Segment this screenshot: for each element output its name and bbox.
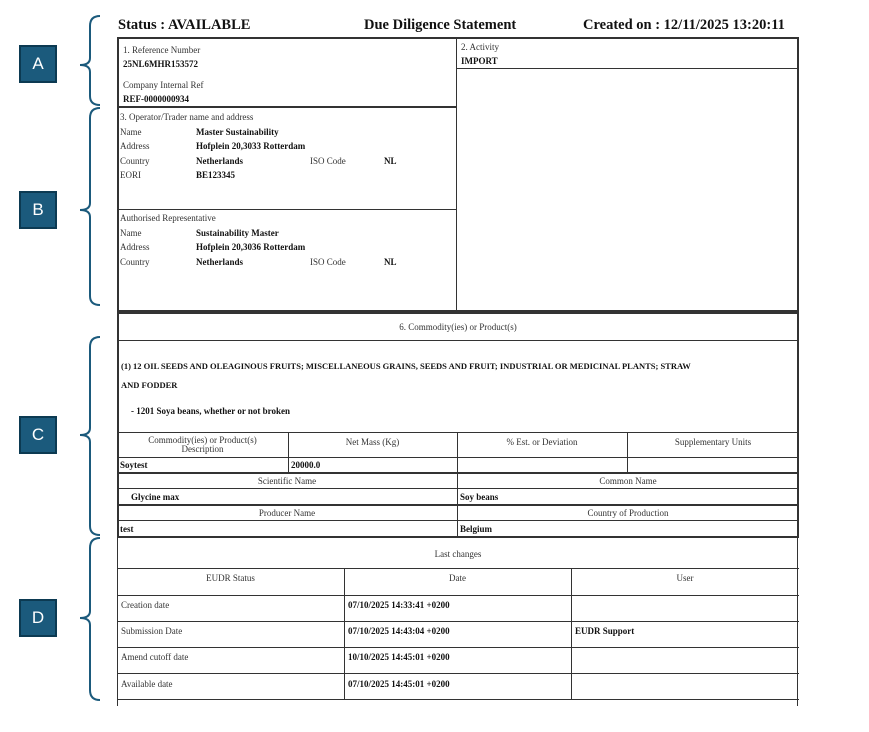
divider: [456, 37, 457, 312]
commodity-heading-line1: (1) 12 OIL SEEDS AND OLEAGINOUS FRUITS; …: [121, 361, 691, 371]
operator-name: Master Sustainability: [196, 127, 279, 137]
brace-icons: [79, 15, 101, 701]
common-value: Soy beans: [460, 492, 499, 502]
row-status: Available date: [121, 679, 173, 689]
divider: [117, 432, 799, 433]
section-label-c: C: [19, 416, 57, 454]
document-title: Due Diligence Statement: [364, 17, 517, 33]
producer-label: Producer Name: [258, 508, 316, 518]
divider: [117, 699, 799, 700]
description-value: Soytest: [120, 460, 148, 470]
rep-address: Hofplein 20,3036 Rotterdam: [196, 242, 306, 252]
row-status: Creation date: [121, 600, 170, 610]
country-production-label: Country of Production: [587, 508, 669, 518]
top-section: [117, 37, 799, 312]
divider: [456, 68, 799, 69]
divider: [117, 209, 457, 210]
divider: [627, 432, 628, 472]
operator-address: Hofplein 20,3033 Rotterdam: [196, 141, 306, 151]
commodity-sub: - 1201 Soya beans, whether or not broken: [131, 406, 291, 416]
scientific-label: Scientific Name: [257, 476, 317, 486]
scientific-value: Glycine max: [131, 492, 180, 502]
divider: [117, 673, 799, 674]
divider: [571, 568, 572, 699]
divider: [117, 647, 799, 648]
divider: [117, 621, 799, 622]
producer-value: test: [120, 524, 134, 534]
brace-b-icon: [79, 107, 101, 306]
section-label-a: A: [19, 45, 57, 83]
operator-iso: NL: [384, 156, 397, 166]
reference-value: 25NL6MHR153572: [123, 59, 198, 69]
activity-label: 2. Activity: [461, 42, 499, 52]
divider: [117, 538, 118, 706]
rep-country: Netherlands: [196, 257, 243, 267]
divider: [288, 432, 289, 472]
operator-country: Netherlands: [196, 156, 243, 166]
commodity-title: 6. Commodity(ies) or Product(s): [399, 322, 517, 332]
activity-value: IMPORT: [461, 56, 498, 66]
brace-d-icon: [79, 537, 101, 701]
col-net-mass: Net Mass (Kg): [345, 437, 400, 447]
rep-address-label: Address: [120, 242, 150, 252]
common-label: Common Name: [599, 476, 657, 486]
country-production-value: Belgium: [460, 524, 493, 534]
brace-a-icon: [79, 15, 101, 106]
section-label-d: D: [19, 599, 57, 637]
divider: [117, 472, 799, 474]
row-status: Amend cutoff date: [121, 652, 189, 662]
rep-country-label: Country: [120, 257, 150, 267]
status-text: Status : AVAILABLE: [118, 17, 251, 33]
divider: [457, 432, 458, 537]
internal-ref-value: REF-0000000934: [123, 94, 189, 104]
operator-address-label: Address: [120, 141, 150, 151]
col-deviation: % Est. or Deviation: [506, 437, 578, 447]
operator-eori: BE123345: [196, 170, 236, 180]
section-label-b: B: [19, 191, 57, 229]
rep-iso: NL: [384, 257, 397, 267]
rep-iso-label: ISO Code: [310, 257, 346, 267]
row-date: 07/10/2025 14:43:04 +0200: [348, 626, 450, 636]
divider: [117, 457, 799, 458]
internal-ref-label: Company Internal Ref: [123, 80, 204, 90]
divider: [117, 568, 799, 569]
col-date: Date: [449, 573, 466, 583]
brace-c-icon: [79, 336, 101, 536]
col-user: User: [676, 573, 694, 583]
last-changes-title: Last changes: [434, 549, 482, 559]
operator-country-label: Country: [120, 156, 150, 166]
col-description: Commodity(ies) or Product(s) Description: [148, 435, 257, 454]
row-status: Submission Date: [121, 626, 183, 636]
commodity-heading-line2: AND FODDER: [121, 380, 178, 390]
divider: [117, 504, 799, 506]
commodity-section: [117, 312, 799, 538]
divider: [344, 568, 345, 699]
representative-title: Authorised Representative: [120, 213, 216, 223]
col-supplementary: Supplementary Units: [674, 437, 752, 447]
row-user: EUDR Support: [575, 626, 635, 636]
divider: [797, 538, 798, 706]
divider: [117, 340, 799, 341]
divider: [117, 595, 799, 596]
row-date: 10/10/2025 14:45:01 +0200: [348, 652, 450, 662]
operator-name-label: Name: [120, 127, 142, 137]
created-on: Created on : 12/11/2025 13:20:11: [583, 17, 785, 33]
row-date: 07/10/2025 14:45:01 +0200: [348, 679, 450, 689]
operator-iso-label: ISO Code: [310, 156, 346, 166]
rep-name: Sustainability Master: [196, 228, 279, 238]
divider: [117, 520, 799, 521]
row-date: 07/10/2025 14:33:41 +0200: [348, 600, 450, 610]
operator-eori-label: EORI: [120, 170, 141, 180]
reference-label: 1. Reference Number: [123, 45, 201, 55]
divider: [117, 106, 457, 108]
rep-name-label: Name: [120, 228, 142, 238]
net-mass-value: 20000.0: [291, 460, 321, 470]
divider: [117, 488, 799, 489]
operator-title: 3. Operator/Trader name and address: [120, 112, 254, 122]
col-eudr-status: EUDR Status: [206, 573, 255, 583]
